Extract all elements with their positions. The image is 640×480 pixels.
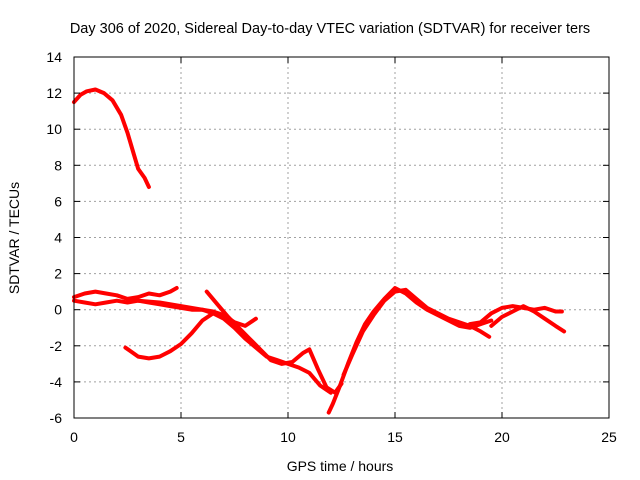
y-tick-label: 2 [54,266,62,282]
x-tick-label: 0 [70,429,78,445]
y-tick-label: 6 [54,193,62,209]
y-tick-label: -2 [50,338,63,354]
y-tick-label: 8 [54,157,62,173]
series-line-track-h [341,287,492,377]
series-layer [72,87,567,415]
x-tick-label: 5 [177,429,185,445]
y-tick-label: -4 [50,374,63,390]
x-axis-label: GPS time / hours [287,458,394,474]
y-axis-label: SDTVAR / TECUs [6,182,22,294]
series-line-track-d [123,311,258,361]
series-line-track-f [204,289,344,395]
y-tick-label: 0 [54,302,62,318]
y-tick-label: 4 [54,230,62,246]
chart-title: Day 306 of 2020, Sidereal Day-to-day VTE… [70,21,590,37]
x-tick-label: 25 [601,429,617,445]
axis-ticks: 0 5 10 15 20 25 -6 -4 -2 0 2 4 6 8 10 12 14 [46,49,617,445]
series-line-track-j [489,304,567,334]
x-tick-label: 15 [387,429,403,445]
x-tick-label: 20 [494,429,510,445]
y-tick-label: 10 [46,121,62,137]
y-tick-label: 14 [46,49,62,65]
series-line-track-c [72,286,179,301]
series-line-track-e [136,298,333,395]
series-line-track-a [72,87,151,189]
x-tick-label: 10 [280,429,296,445]
grid [74,57,609,418]
y-tick-label: 12 [46,85,62,101]
y-tick-label: -6 [50,410,63,426]
